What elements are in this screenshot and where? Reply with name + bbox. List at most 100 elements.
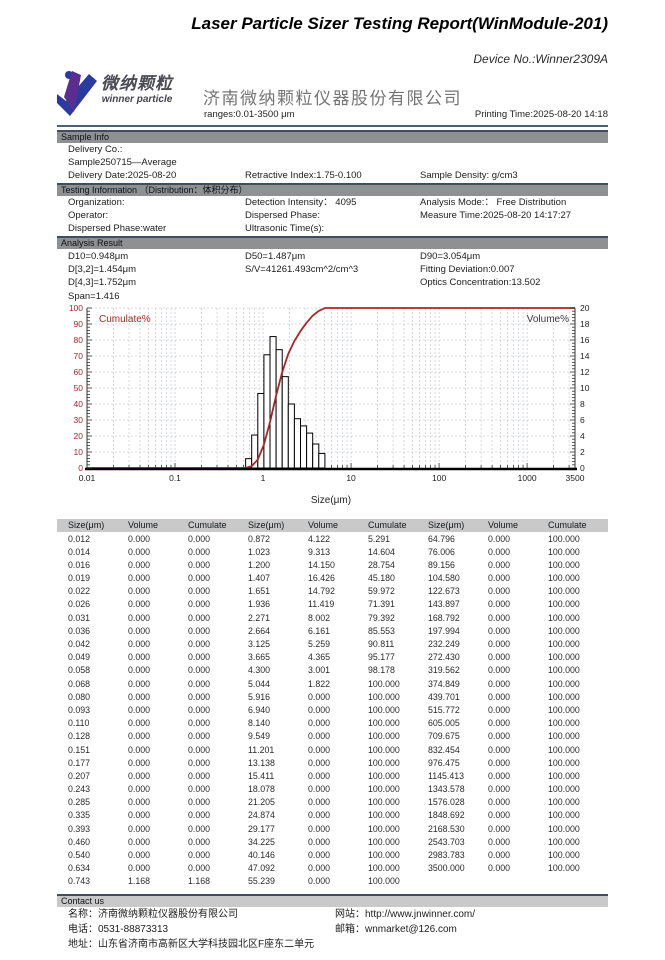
info-cell: Delivery Co.:: [68, 144, 123, 155]
table-cell: 0.000: [488, 573, 511, 584]
table-cell: 515.772: [428, 704, 460, 715]
table-cell: 100.000: [548, 731, 580, 742]
table-header-cell: Size(μm): [428, 520, 465, 530]
table-cell: 100.000: [368, 678, 400, 689]
x-axis-tick: 1000: [518, 473, 537, 483]
table-cell: 0.000: [488, 665, 511, 676]
table-cell: 0.000: [488, 546, 511, 557]
table-cell: 0.000: [128, 744, 151, 755]
table-cell: 832.454: [428, 744, 460, 755]
table-cell: 100.000: [548, 573, 580, 584]
printing-time: Printing Time:2025-08-20 14:18: [474, 109, 608, 120]
histogram-bar: [275, 349, 283, 469]
table-row: 0.068 0.000 0.000 5.044 1.822 100.000 374.849 0…: [57, 678, 608, 691]
table-cell: 0.000: [308, 850, 331, 860]
table-cell: 98.178: [368, 665, 395, 676]
table-cell: 0.000: [488, 678, 511, 689]
table-cell: 2.271: [248, 612, 271, 623]
table-cell: 0.110: [68, 718, 90, 729]
table-cell: 0.000: [128, 731, 151, 742]
info-cell: Detection Intensity： 4095: [245, 197, 357, 208]
table-cell: 0.000: [188, 691, 211, 702]
table-cell: 272.430: [428, 652, 460, 663]
info-cell: Analysis Mode:： Free Distribution: [420, 197, 567, 208]
table-cell: 0.000: [128, 559, 151, 570]
table-cell: 100.000: [548, 863, 580, 874]
table-cell: 0.743: [68, 876, 91, 887]
table-cell: 11.201: [248, 744, 275, 755]
table-cell: 100.000: [548, 533, 580, 544]
table-cell: 0.460: [68, 836, 91, 847]
section-header-analysis-result: Analysis Result: [57, 236, 608, 249]
table-row: 0.540 0.000 0.000 40.146 0.000 100.000 2983.78…: [57, 849, 608, 862]
contact-row: 地址：山东省济南市高新区大学科技园北区F座东二单元: [57, 937, 608, 952]
table-cell: 0.000: [128, 678, 151, 689]
contact-cell: 地址：山东省济南市高新区大学科技园北区F座东二单元: [68, 939, 315, 950]
table-cell: 1.168: [128, 876, 151, 887]
table-cell: 0.285: [68, 797, 91, 808]
winner-logo-icon: [57, 71, 97, 116]
table-row: 0.058 0.000 0.000 4.300 3.001 98.178 319.562 0.…: [57, 664, 608, 677]
table-cell: 0.000: [188, 757, 211, 768]
histogram-bar: [300, 425, 308, 469]
table-cell: 3.125: [248, 639, 271, 649]
report-title: Laser Particle Sizer Testing Report(WinM…: [191, 14, 608, 33]
table-cell: 168.792: [428, 612, 460, 623]
table-cell: 100.000: [368, 850, 400, 860]
left-axis-tick: 20: [74, 431, 84, 441]
left-axis-tick: 40: [74, 399, 84, 409]
table-cell: 197.994: [428, 625, 460, 636]
table-cell: 100.000: [548, 652, 580, 663]
table-row: 0.243 0.000 0.000 18.078 0.000 100.000 1343.57…: [57, 783, 608, 796]
right-axis-tick: 12: [580, 367, 590, 377]
table-cell: 0.207: [68, 770, 91, 781]
table-cell: 439.701: [428, 691, 460, 702]
table-cell: 13.138: [248, 757, 275, 768]
table-cell: 15.411: [248, 770, 275, 781]
table-cell: 0.000: [188, 573, 211, 584]
x-axis-tick: 0.1: [169, 473, 181, 483]
table-cell: 5.044: [248, 678, 271, 689]
table-cell: 100.000: [548, 797, 580, 808]
table-cell: 100.000: [548, 559, 580, 570]
info-cell: D[3,2]=1.454μm: [68, 264, 137, 276]
info-row: Delivery Date:2025-08-20 Retractive Index…: [57, 169, 608, 182]
table-cell: 319.562: [428, 665, 460, 676]
table-header-cell: Size(μm): [248, 520, 285, 530]
info-row: Organization: Detection Intensity： 4095 An…: [57, 196, 608, 209]
info-cell: Span=1.416: [68, 290, 120, 302]
table-cell: 0.093: [68, 704, 91, 715]
right-axis-title: Volume%: [527, 314, 569, 325]
table-cell: 0.000: [488, 744, 511, 755]
right-axis-tick: 6: [580, 415, 585, 425]
table-cell: 0.000: [308, 810, 331, 821]
table-cell: 0.000: [188, 559, 211, 570]
contact-rows: 名称：济南微纳颗粒仪器股份有限公司 网站：http://www.jnwinner.…: [57, 907, 608, 952]
left-axis-tick: 90: [74, 319, 84, 329]
table-cell: 0.151: [68, 744, 91, 755]
table-cell: 2168.530: [428, 823, 465, 834]
table-row: 0.093 0.000 0.000 6.940 0.000 100.000 515.772 0…: [57, 704, 608, 717]
table-cell: 28.754: [368, 559, 395, 570]
header-divider: [57, 125, 608, 127]
contact-row: 电话：0531-88873313 邮箱：wnmarket@126.com: [57, 922, 608, 937]
table-cell: 0.335: [68, 810, 91, 821]
logo-english-text: winner particle: [101, 94, 173, 105]
info-row: D10=0.948μm D50=1.487μm D90=3.054μm: [57, 250, 608, 263]
table-cell: 14.792: [308, 586, 335, 597]
table-cell: 34.225: [248, 836, 275, 847]
table-cell: 0.014: [68, 546, 91, 557]
info-row: D[3,2]=1.454μm S/V=41261.493cm^2/cm^3 Fitt…: [57, 263, 608, 276]
testing-information-rows: Organization: Detection Intensity： 4095 An…: [57, 196, 608, 236]
right-axis-tick: 14: [580, 351, 590, 361]
table-cell: 0.000: [188, 652, 211, 663]
table-cell: 16.426: [308, 573, 335, 584]
table-cell: 0.000: [188, 599, 211, 610]
table-cell: 0.000: [188, 612, 211, 623]
table-cell: 4.365: [308, 652, 331, 663]
table-cell: 100.000: [548, 586, 580, 597]
contact-cell: 电话：0531-88873313: [68, 924, 169, 935]
table-cell: 0.000: [488, 731, 511, 742]
table-cell: 0.000: [488, 652, 511, 663]
